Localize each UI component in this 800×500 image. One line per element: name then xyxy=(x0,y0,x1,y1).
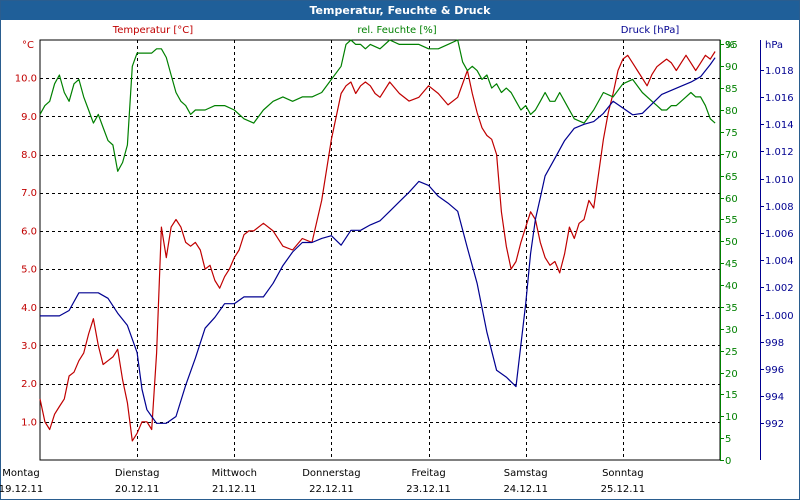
humidity-tick-label: 55 xyxy=(725,215,738,226)
x-day-label: Donnerstag xyxy=(302,468,360,479)
pressure-tick-label: 1.012 xyxy=(765,147,794,158)
x-date-label: 19.12.11 xyxy=(0,484,43,495)
temperature-tick-label: 1.0 xyxy=(21,417,37,428)
humidity-tick-label: 20 xyxy=(725,369,738,380)
x-date-label: 21.12.11 xyxy=(212,484,257,495)
temperature-tick-label: 2.0 xyxy=(21,379,37,390)
pressure-tick-label: 996 xyxy=(765,365,784,376)
pressure-tick-label: 1.014 xyxy=(765,120,794,131)
chart-title: Temperatur, Feuchte & Druck xyxy=(1,1,799,20)
pressure-unit: hPa xyxy=(765,40,783,51)
x-date-label: 23.12.11 xyxy=(406,484,451,495)
pressure-tick-label: 1.008 xyxy=(765,202,794,213)
x-day-label: Dienstag xyxy=(115,468,160,479)
pressure-series-line xyxy=(40,57,716,424)
pressure-tick-label: 1.016 xyxy=(765,93,794,104)
humidity-tick-label: 80 xyxy=(725,106,738,117)
humidity-unit: % xyxy=(725,40,735,51)
humidity-tick-label: 95 xyxy=(725,40,738,51)
temperature-tick-label: 8.0 xyxy=(21,150,37,161)
x-date-label: 24.12.11 xyxy=(503,484,548,495)
humidity-tick-label: 35 xyxy=(725,303,738,314)
pressure-tick-label: 992 xyxy=(765,419,784,430)
humidity-tick-label: 90 xyxy=(725,62,738,73)
pressure-tick-label: 1.006 xyxy=(765,229,794,240)
x-day-label: Samstag xyxy=(504,468,548,479)
x-day-label: Montag xyxy=(2,468,39,479)
humidity-tick-label: 0 xyxy=(725,456,731,467)
humidity-tick-label: 75 xyxy=(725,128,738,139)
pressure-axis-title: Druck [hPa] xyxy=(621,25,680,36)
pressure-tick-label: 998 xyxy=(765,338,784,349)
pressure-tick-label: 994 xyxy=(765,392,784,403)
pressure-tick-label: 1.010 xyxy=(765,175,794,186)
humidity-tick-label: 60 xyxy=(725,194,738,205)
humidity-tick-label: 65 xyxy=(725,172,738,183)
temperature-tick-label: 6.0 xyxy=(21,226,37,237)
temperature-tick-label: 5.0 xyxy=(21,265,37,276)
humidity-tick-label: 25 xyxy=(725,347,738,358)
humidity-tick-label: 10 xyxy=(725,412,738,423)
pressure-tick-label: 1.002 xyxy=(765,283,794,294)
humidity-tick-label: 30 xyxy=(725,325,738,336)
humidity-tick-label: 85 xyxy=(725,84,738,95)
temperature-tick-label: 10.0 xyxy=(15,74,37,85)
x-date-label: 25.12.11 xyxy=(601,484,646,495)
x-date-label: 20.12.11 xyxy=(115,484,160,495)
x-day-label: Freitag xyxy=(411,468,445,479)
humidity-tick-label: 50 xyxy=(725,237,738,248)
temperature-axis-title: Temperatur [°C] xyxy=(112,25,193,36)
x-day-label: Mittwoch xyxy=(212,468,257,479)
plot-area xyxy=(39,39,721,461)
temperature-tick-label: 4.0 xyxy=(21,303,37,314)
humidity-tick-label: 15 xyxy=(725,390,738,401)
pressure-tick-label: 1.000 xyxy=(765,311,794,322)
humidity-tick-label: 40 xyxy=(725,281,738,292)
pressure-tick-label: 1.018 xyxy=(765,66,794,77)
temperature-tick-label: 9.0 xyxy=(21,112,37,123)
x-date-label: 22.12.11 xyxy=(309,484,354,495)
humidity-tick-label: 45 xyxy=(725,259,738,270)
temperature-tick-label: 7.0 xyxy=(21,188,37,199)
temperature-series-line xyxy=(39,51,716,442)
humidity-series-line xyxy=(39,39,716,172)
humidity-axis-title: rel. Feuchte [%] xyxy=(357,25,436,36)
humidity-tick-label: 70 xyxy=(725,150,738,161)
pressure-tick-label: 1.004 xyxy=(765,256,794,267)
temperature-unit: °C xyxy=(22,40,34,51)
x-day-label: Sonntag xyxy=(602,468,644,479)
humidity-tick-label: 5 xyxy=(725,434,731,445)
temperature-tick-label: 3.0 xyxy=(21,341,37,352)
